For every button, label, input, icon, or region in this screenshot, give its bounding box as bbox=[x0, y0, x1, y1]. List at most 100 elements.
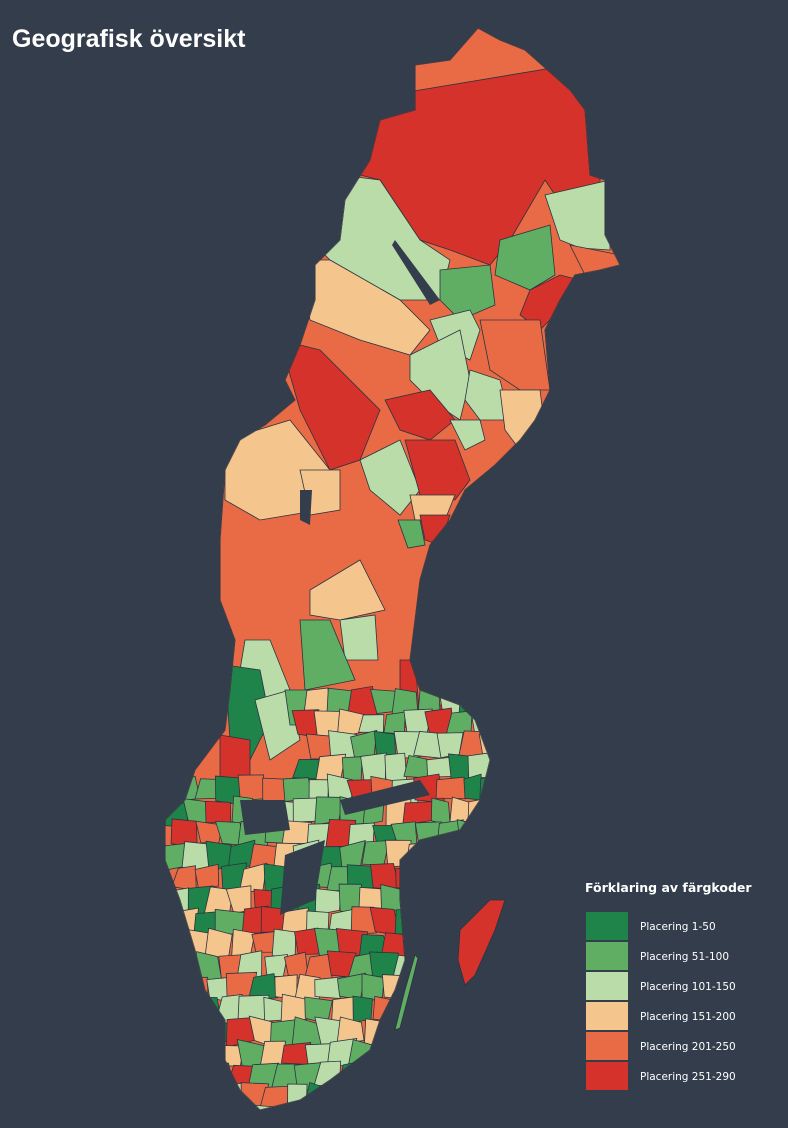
legend-swatch bbox=[586, 1002, 628, 1030]
region bbox=[309, 559, 386, 621]
region bbox=[464, 369, 511, 421]
region bbox=[263, 996, 284, 1022]
region bbox=[413, 995, 444, 1023]
region bbox=[384, 389, 456, 441]
region bbox=[450, 1105, 477, 1110]
region bbox=[193, 1082, 223, 1110]
region bbox=[314, 1104, 343, 1110]
region bbox=[350, 906, 377, 935]
region bbox=[492, 931, 523, 960]
region bbox=[467, 796, 500, 826]
region bbox=[360, 1106, 386, 1110]
oland bbox=[394, 954, 419, 1031]
islands bbox=[394, 899, 506, 1031]
region bbox=[451, 890, 472, 910]
region bbox=[483, 821, 512, 849]
region bbox=[165, 972, 189, 1003]
region bbox=[174, 1086, 202, 1108]
region bbox=[435, 776, 467, 800]
region bbox=[251, 931, 276, 953]
region bbox=[203, 1108, 236, 1110]
region bbox=[181, 1022, 215, 1047]
region bbox=[456, 1038, 489, 1069]
region bbox=[292, 797, 319, 823]
region bbox=[438, 999, 468, 1025]
region bbox=[194, 863, 220, 889]
region bbox=[358, 714, 385, 733]
legend: Placering 1-50 Placering 51-100 Placering … bbox=[586, 912, 736, 1090]
region bbox=[457, 1082, 487, 1107]
region bbox=[467, 751, 498, 779]
region bbox=[494, 752, 522, 784]
region bbox=[341, 1103, 363, 1110]
region bbox=[414, 1083, 445, 1110]
region bbox=[299, 619, 356, 691]
region bbox=[287, 1083, 308, 1110]
region bbox=[182, 1065, 215, 1091]
region bbox=[490, 711, 522, 741]
region bbox=[391, 1038, 424, 1067]
region bbox=[405, 931, 433, 959]
lake bbox=[340, 780, 430, 815]
region bbox=[271, 928, 297, 958]
legend-title: Förklaring av färgkoder bbox=[585, 880, 752, 895]
region bbox=[337, 1060, 369, 1092]
region bbox=[404, 1060, 434, 1091]
region bbox=[478, 1038, 507, 1068]
lake bbox=[392, 240, 440, 305]
legend-label: Placering 251-290 bbox=[640, 1071, 736, 1083]
region bbox=[383, 711, 406, 735]
region bbox=[385, 839, 412, 868]
page-title: Geografisk översikt bbox=[12, 25, 246, 53]
region bbox=[416, 867, 442, 893]
region bbox=[438, 1038, 466, 1071]
region bbox=[165, 1061, 187, 1090]
region bbox=[264, 954, 289, 978]
gotland bbox=[457, 899, 506, 986]
region bbox=[430, 797, 451, 826]
region bbox=[429, 883, 453, 914]
region bbox=[544, 179, 611, 251]
region bbox=[424, 1018, 452, 1048]
region bbox=[489, 1019, 523, 1047]
region bbox=[467, 1020, 499, 1048]
region bbox=[382, 1063, 412, 1087]
region bbox=[362, 1065, 386, 1089]
region bbox=[314, 888, 341, 916]
region bbox=[352, 995, 373, 1023]
region bbox=[437, 1082, 466, 1110]
region bbox=[372, 1038, 401, 1068]
region bbox=[461, 862, 486, 893]
region bbox=[194, 1039, 226, 1069]
region bbox=[173, 1040, 204, 1066]
region bbox=[449, 419, 486, 451]
region bbox=[479, 774, 509, 803]
region bbox=[380, 1015, 413, 1045]
region bbox=[482, 863, 510, 894]
region bbox=[184, 976, 209, 1004]
region bbox=[405, 1106, 434, 1110]
region bbox=[461, 995, 488, 1023]
legend-label: Placering 51-100 bbox=[640, 951, 729, 963]
region bbox=[427, 1106, 456, 1110]
region bbox=[275, 1105, 301, 1110]
legend-swatch bbox=[586, 972, 628, 1000]
region bbox=[282, 777, 313, 802]
region bbox=[402, 885, 434, 917]
lake bbox=[300, 490, 312, 525]
region bbox=[171, 993, 201, 1027]
region bbox=[494, 224, 556, 291]
region bbox=[352, 1084, 380, 1110]
legend-label: Placering 151-200 bbox=[640, 1011, 736, 1023]
region bbox=[490, 975, 523, 998]
region bbox=[165, 1106, 190, 1110]
region bbox=[404, 439, 471, 501]
region bbox=[494, 1063, 520, 1092]
legend-label: Placering 1-50 bbox=[640, 921, 716, 933]
region bbox=[193, 997, 222, 1025]
region bbox=[324, 1083, 357, 1110]
region bbox=[380, 1105, 411, 1110]
region bbox=[445, 975, 477, 1001]
region bbox=[397, 519, 426, 549]
